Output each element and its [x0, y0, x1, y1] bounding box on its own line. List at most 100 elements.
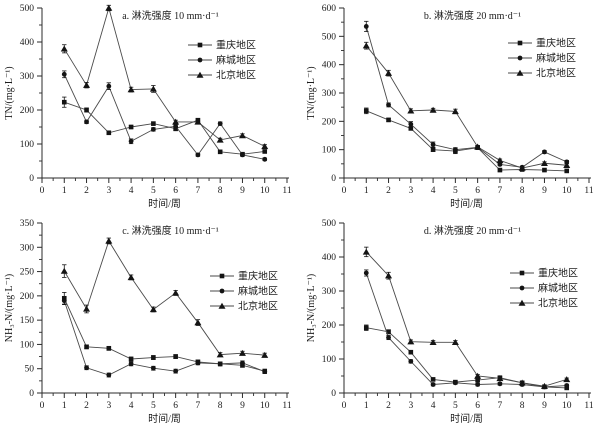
- data-point: [474, 372, 482, 379]
- y-tick-labels: 0 50 100 150 200 250 300 350: [20, 219, 42, 399]
- legend-marker-circle: [197, 57, 203, 63]
- svg-text:1: 1: [364, 401, 369, 411]
- svg-text:100: 100: [322, 146, 337, 156]
- svg-text:300: 300: [322, 89, 337, 99]
- data-point: [173, 123, 179, 129]
- legend-label: 重庆地区: [238, 270, 278, 283]
- svg-text:350: 350: [20, 219, 35, 229]
- data-point: [540, 382, 548, 389]
- data-point: [173, 354, 178, 359]
- svg-text:300: 300: [322, 287, 337, 297]
- data-point: [127, 86, 135, 93]
- series-北京地区: [60, 4, 269, 150]
- data-point: [385, 69, 393, 76]
- legend-item-麻城地区: 麻城地区: [188, 54, 256, 67]
- data-point: [452, 147, 458, 153]
- data-point: [150, 365, 156, 371]
- svg-text:11: 11: [584, 401, 593, 411]
- svg-text:8: 8: [520, 401, 525, 411]
- data-point: [430, 142, 436, 147]
- svg-text:3: 3: [106, 186, 111, 196]
- x-axis-label: 时间/周: [148, 412, 181, 425]
- svg-text:9: 9: [542, 186, 547, 196]
- legend-item-北京地区: 北京地区: [508, 67, 576, 80]
- data-point: [61, 99, 67, 105]
- data-point: [518, 379, 526, 386]
- data-point: [240, 152, 245, 158]
- svg-text:400: 400: [20, 38, 35, 48]
- data-point: [217, 121, 223, 126]
- svg-text:10: 10: [562, 401, 572, 411]
- svg-text:500: 500: [20, 4, 35, 14]
- data-point: [195, 360, 201, 366]
- data-point: [430, 382, 436, 387]
- data-point: [408, 126, 414, 131]
- y-axis-label: TN/(mg·L⁻¹): [4, 66, 15, 119]
- svg-text:4: 4: [431, 186, 436, 196]
- svg-text:5: 5: [151, 401, 156, 411]
- data-point: [451, 108, 459, 115]
- svg-text:1: 1: [62, 186, 67, 196]
- data-point: [386, 117, 391, 123]
- data-point: [216, 136, 224, 143]
- data-point: [474, 143, 482, 150]
- data-point: [497, 162, 503, 167]
- data-point: [451, 339, 459, 346]
- data-point: [496, 375, 504, 382]
- legend-item-重庆地区: 重庆地区: [188, 39, 256, 52]
- data-point: [60, 45, 68, 52]
- legend-label: 麻城地区: [536, 52, 576, 65]
- data-point: [195, 152, 201, 158]
- svg-text:400: 400: [322, 61, 337, 71]
- data-point: [238, 349, 246, 356]
- data-point: [105, 4, 113, 11]
- legend-label: 北京地区: [536, 67, 576, 80]
- data-point: [386, 335, 391, 340]
- data-point: [385, 272, 393, 279]
- data-point: [105, 237, 113, 244]
- svg-text:8: 8: [218, 401, 223, 411]
- legend-item-麻城地区: 麻城地区: [510, 282, 578, 295]
- legend-item-重庆地区: 重庆地区: [508, 37, 576, 50]
- data-point: [61, 71, 67, 77]
- data-point: [83, 81, 91, 88]
- legend-label: 重庆地区: [538, 267, 578, 280]
- svg-text:4: 4: [129, 186, 134, 196]
- data-point: [84, 107, 89, 113]
- legend-label: 重庆地区: [536, 37, 576, 50]
- data-point: [240, 360, 245, 366]
- data-point: [262, 369, 268, 375]
- data-point: [563, 161, 571, 168]
- x-tick-labels: 0 1 2 3 4 5 6 7 8 9 10 11: [342, 393, 594, 411]
- legend-label: 北京地区: [216, 69, 256, 82]
- x-tick-labels: 0 1 2 3 4 5 6 7 8 9 10 11: [342, 178, 594, 196]
- data-point: [452, 380, 458, 386]
- data-point: [564, 159, 570, 165]
- legend-label: 北京地区: [238, 300, 278, 313]
- chart-b: 0 100 200 300 400 500 600 0 1 2 3 4 5 6 7 8 9 10 11 b. 淋洗强度…: [306, 4, 594, 210]
- legend-marker-triangle: [196, 71, 204, 78]
- data-point: [430, 377, 436, 382]
- data-point: [386, 102, 391, 108]
- data-point: [128, 356, 134, 362]
- svg-text:2: 2: [84, 186, 89, 196]
- data-point: [172, 289, 180, 296]
- svg-text:500: 500: [322, 32, 337, 42]
- svg-text:3: 3: [408, 186, 413, 196]
- y-axis-label: TN/(mg·L⁻¹): [306, 66, 317, 119]
- svg-text:7: 7: [196, 186, 201, 196]
- svg-text:9: 9: [240, 401, 245, 411]
- legend-label: 重庆地区: [216, 39, 256, 52]
- data-point: [217, 361, 223, 367]
- svg-text:8: 8: [520, 186, 525, 196]
- svg-text:10: 10: [260, 186, 270, 196]
- svg-text:5: 5: [453, 186, 458, 196]
- data-point: [362, 42, 370, 49]
- chart-cell-c: 0 50 100 150 200 250 300 350 0 1 2 3 4 5 6 7 8 9 10 11 c. 淋洗…: [0, 215, 301, 430]
- svg-text:0: 0: [342, 186, 347, 196]
- legend-marker-triangle: [218, 302, 226, 309]
- data-point: [496, 157, 504, 164]
- legend-marker-square: [519, 270, 525, 276]
